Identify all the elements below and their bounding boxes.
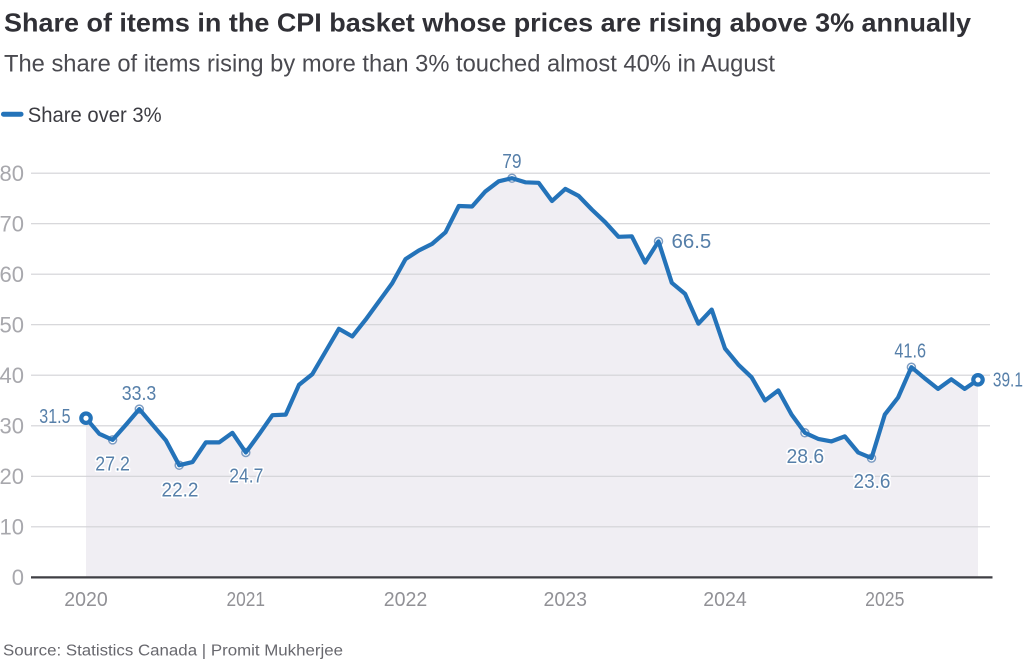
svg-text:70: 70	[0, 211, 24, 236]
svg-text:10: 10	[0, 515, 24, 540]
svg-text:40: 40	[0, 363, 24, 388]
svg-text:39.1: 39.1	[993, 369, 1023, 391]
svg-text:2025: 2025	[865, 589, 904, 611]
svg-text:Share over 3%: Share over 3%	[28, 104, 162, 127]
svg-text:2023: 2023	[544, 589, 588, 611]
svg-text:2021: 2021	[227, 589, 266, 611]
svg-text:2022: 2022	[384, 589, 428, 611]
svg-text:28.6: 28.6	[786, 446, 824, 468]
svg-text:2020: 2020	[64, 589, 107, 611]
svg-text:80: 80	[0, 161, 24, 186]
svg-text:20: 20	[0, 464, 24, 489]
svg-text:2024: 2024	[703, 589, 747, 611]
svg-text:66.5: 66.5	[672, 231, 712, 253]
svg-text:22.2: 22.2	[162, 480, 199, 502]
svg-text:31.5: 31.5	[39, 406, 70, 428]
svg-text:23.6: 23.6	[854, 471, 891, 493]
svg-text:24.7: 24.7	[229, 465, 263, 487]
svg-text:60: 60	[0, 262, 24, 287]
svg-text:0: 0	[12, 565, 24, 590]
svg-text:The share of items rising by m: The share of items rising by more than 3…	[4, 50, 775, 77]
svg-text:79: 79	[502, 151, 521, 173]
svg-text:30: 30	[0, 414, 24, 439]
svg-text:41.6: 41.6	[894, 340, 926, 362]
svg-text:33.3: 33.3	[122, 383, 157, 405]
svg-text:Source: Statistics Canada | Pr: Source: Statistics Canada | Promit Mukhe…	[3, 643, 343, 660]
svg-text:27.2: 27.2	[95, 454, 130, 476]
svg-text:Share of items in the CPI bask: Share of items in the CPI basket whose p…	[4, 8, 972, 38]
svg-text:50: 50	[0, 312, 24, 337]
